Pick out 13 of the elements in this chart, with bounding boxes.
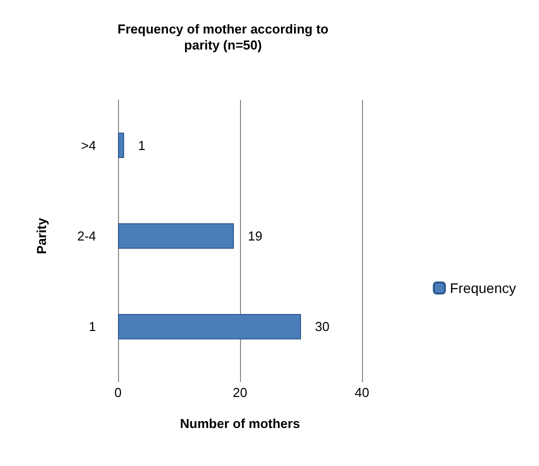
chart-title: Frequency of mother according to parity (n=50) [118,22,329,52]
x-tick-label: 20 [232,385,248,400]
x-axis-title: Number of mothers [180,416,300,431]
x-tick-label: 0 [114,385,122,400]
x-tick-label: 40 [354,385,370,400]
y-tick-label: 1 [88,319,96,334]
data-label: 19 [248,228,262,244]
y-tick-label: >4 [81,138,96,153]
y-tick-label: 2-4 [77,228,96,244]
y-axis-title: Parity [34,217,49,254]
legend-label: Frequency [450,280,516,296]
data-label: 30 [315,319,330,334]
data-label: 1 [138,138,146,153]
